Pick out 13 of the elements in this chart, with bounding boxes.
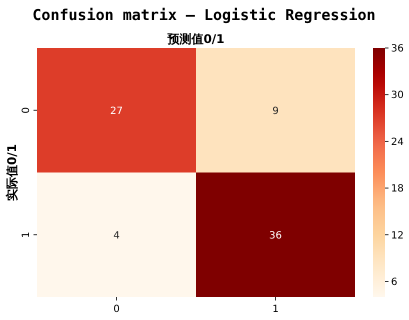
data-label: 4 [113,230,120,242]
x-axis-title: 预测值0/1 [166,32,225,46]
color-bar-label: 30 [391,90,404,102]
chart-title: Confusion matrix — Logistic Regression [32,6,376,24]
color-bar-label: 24 [391,136,404,148]
color-bar-label: 36 [391,44,404,54]
data-label: 27 [110,106,123,117]
y-axis-title: 实际值0/1 [5,144,19,202]
data-label: 9 [272,106,279,117]
data-label: 36 [269,230,282,242]
color-bar-label: 18 [391,184,404,195]
color-bar-label: 12 [391,230,404,242]
color-bar-label: 6 [391,276,398,288]
